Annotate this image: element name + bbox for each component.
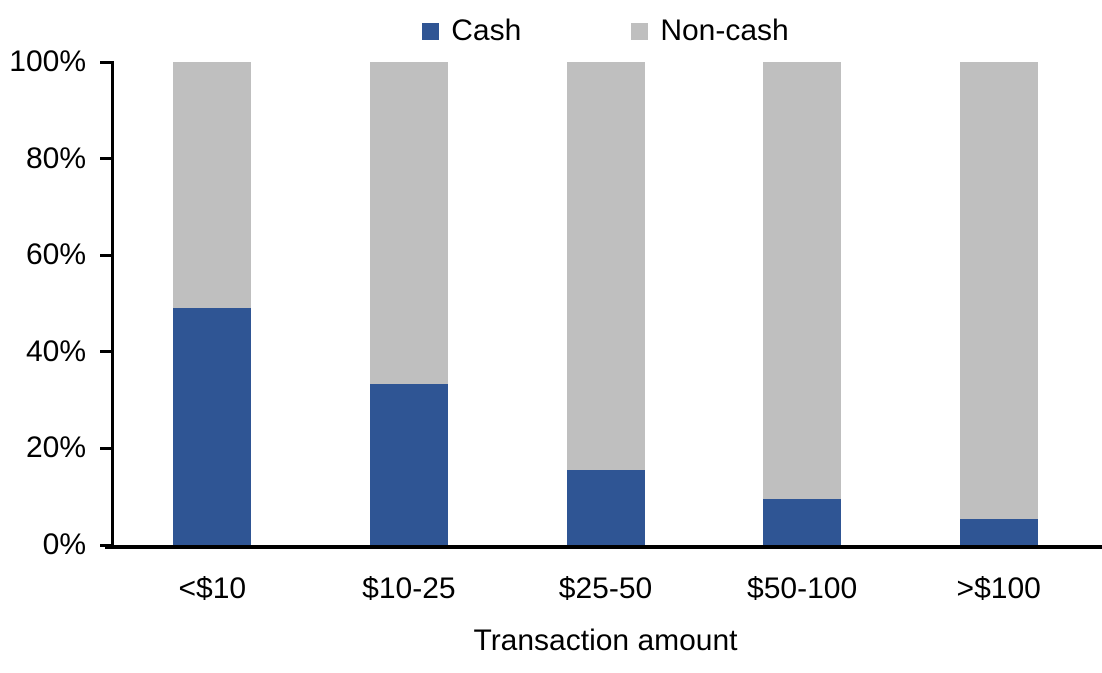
x-axis-tick-labels: <$10 $10-25 $25-50 $50-100 >$100 (114, 574, 1097, 608)
y-tick-label: 60% (25, 238, 86, 272)
plot-area (114, 62, 1097, 545)
x-tick-label: $50-100 (747, 572, 858, 605)
legend-swatch-cash (422, 22, 440, 40)
x-axis-title: Transaction amount (473, 624, 738, 657)
x-axis-line (105, 545, 1102, 549)
bar-segment-non-cash-10-25 (369, 62, 448, 385)
legend-label: Cash (451, 14, 522, 47)
legend-swatch-non-cash (631, 22, 649, 40)
bar-segment-non-cash-100 (959, 62, 1038, 519)
x-tick-label: $25-50 (558, 572, 653, 605)
bar-50-100 (763, 62, 842, 545)
bar-25-50 (566, 62, 645, 545)
x-tick-label: $10-25 (362, 572, 456, 605)
bar-100 (959, 62, 1038, 545)
y-tick-label: 80% (25, 141, 86, 175)
y-axis-line (111, 62, 114, 549)
y-tick-label: 0% (42, 528, 86, 561)
y-tick-mark (100, 60, 114, 64)
bar-segment-non-cash-50-100 (763, 62, 842, 500)
bar-segment-non-cash-25-50 (566, 62, 645, 471)
x-tick-label: >$100 (956, 572, 1041, 605)
bar-segment-cash-50-100 (763, 499, 842, 545)
y-tick-mark (100, 350, 114, 354)
bar-10-25 (369, 62, 448, 545)
y-tick-mark (100, 253, 114, 257)
bar-segment-cash-100 (959, 518, 1038, 545)
y-tick-label: 20% (25, 431, 86, 465)
bar-segment-cash-10 (173, 308, 252, 545)
y-tick-mark (100, 446, 114, 450)
bar-segment-non-cash-10 (173, 62, 252, 309)
y-tick-mark (100, 543, 114, 547)
legend-label: Non-cash (660, 14, 789, 47)
y-tick-label: 40% (25, 334, 86, 368)
bar-10 (173, 62, 252, 545)
y-axis-tick-labels: 0% 20% 40% 60% 80% 100% (0, 47, 86, 560)
legend-item-non-cash: Non-cash (631, 14, 789, 47)
x-tick-label: <$10 (178, 572, 247, 605)
y-tick-mark (100, 157, 114, 161)
chart-legend: Cash Non-cash (114, 12, 1097, 50)
y-tick-label: 100% (9, 45, 86, 78)
legend-item-cash: Cash (422, 16, 521, 46)
bar-segment-cash-25-50 (566, 470, 645, 545)
bar-segment-cash-10-25 (369, 384, 448, 545)
